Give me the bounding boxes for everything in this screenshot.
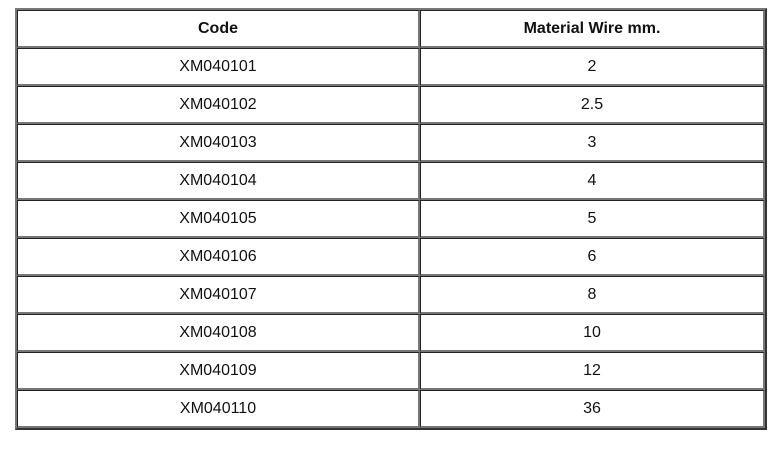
header-material-wire: Material Wire mm. [420,10,765,48]
table-row: XM040103 3 [17,124,765,162]
table-row: XM040106 6 [17,238,765,276]
table-row: XM040104 4 [17,162,765,200]
wire-mm-cell: 12 [420,352,765,390]
code-cell: XM040105 [17,200,420,238]
header-row: Code Material Wire mm. [17,10,765,48]
table-row: XM040105 5 [17,200,765,238]
wire-mm-cell: 6 [420,238,765,276]
wire-mm-cell: 5 [420,200,765,238]
code-cell: XM040103 [17,124,420,162]
wire-table: Code Material Wire mm. XM040101 2 XM040102… [15,8,767,430]
code-cell: XM040104 [17,162,420,200]
wire-mm-cell: 2.5 [420,86,765,124]
table-row: XM040109 12 [17,352,765,390]
wire-mm-cell: 3 [420,124,765,162]
header-code: Code [17,10,420,48]
wire-mm-cell: 2 [420,48,765,86]
code-cell: XM040102 [17,86,420,124]
table-row: XM040107 8 [17,276,765,314]
code-cell: XM040107 [17,276,420,314]
wire-mm-cell: 10 [420,314,765,352]
code-cell: XM040101 [17,48,420,86]
wire-mm-cell: 4 [420,162,765,200]
wire-mm-cell: 36 [420,390,765,428]
code-cell: XM040108 [17,314,420,352]
table-row: XM040110 36 [17,390,765,428]
code-cell: XM040106 [17,238,420,276]
code-cell: XM040109 [17,352,420,390]
table-row: XM040102 2.5 [17,86,765,124]
table-row: XM040108 10 [17,314,765,352]
wire-mm-cell: 8 [420,276,765,314]
table-row: XM040101 2 [17,48,765,86]
code-cell: XM040110 [17,390,420,428]
